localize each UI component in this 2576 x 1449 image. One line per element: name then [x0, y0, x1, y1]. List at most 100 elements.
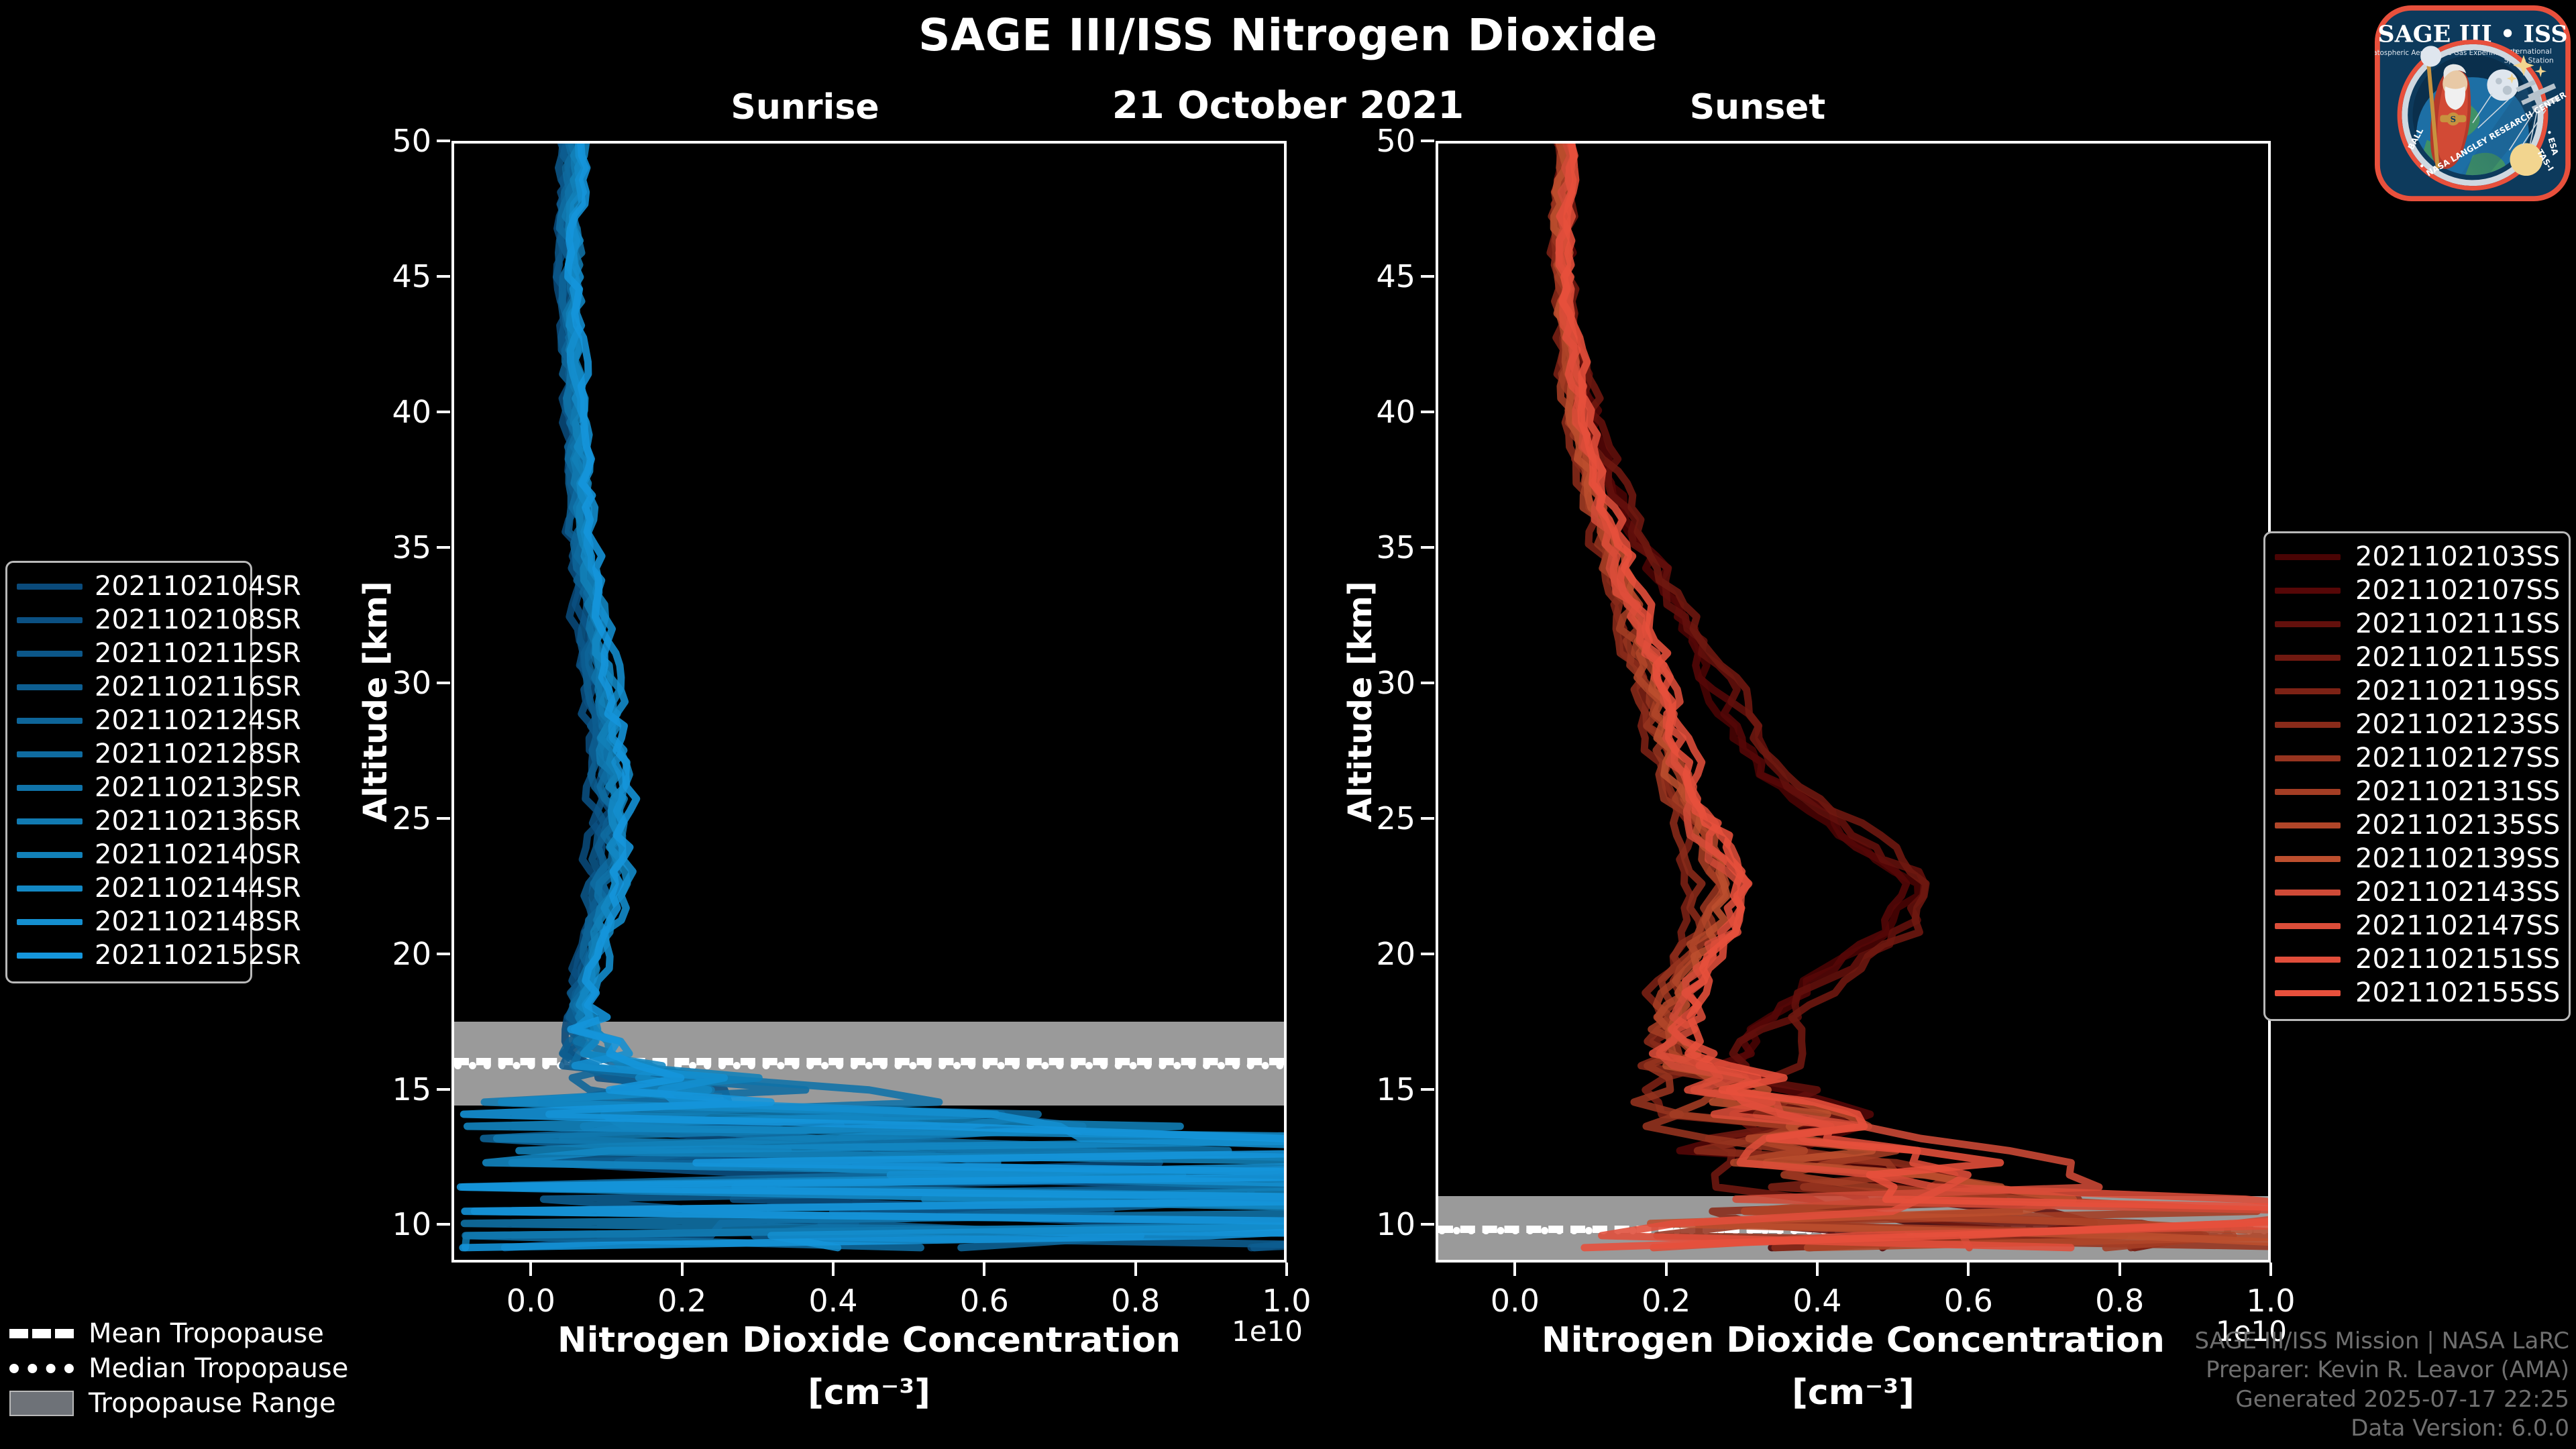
sunrise-ytick-label: 15 [392, 1071, 431, 1108]
median-tropopause-label: Median Tropopause [89, 1353, 349, 1384]
credit-line: SAGE III/ISS Mission | NASA LaRC [2194, 1327, 2569, 1354]
sunset-legend-item[interactable]: 2021102127SS [2275, 741, 2561, 775]
sunset-xtick-mark [1664, 1263, 1668, 1276]
sunset-ytick-label: 45 [1376, 258, 1415, 294]
sunrise-xtick-label: 1.0 [1262, 1283, 1311, 1319]
sunrise-xtick-mark [983, 1263, 986, 1276]
legend-color-swatch [17, 784, 83, 791]
legend-color-swatch [2275, 855, 2341, 862]
sunrise-legend-item[interactable]: 2021102152SR [17, 938, 301, 972]
sunset-legend-item[interactable]: 2021102119SS [2275, 674, 2561, 708]
sunrise-mean-tropopause-line [454, 1058, 1284, 1066]
sunrise-legend-item[interactable]: 2021102104SR [17, 570, 301, 603]
sunrise-legend-item[interactable]: 2021102124SR [17, 704, 301, 737]
credit-line: Generated 2025-07-17 22:25 [2235, 1385, 2569, 1413]
sunset-ytick-mark [1421, 952, 1434, 955]
sunrise-ytick-label: 30 [392, 664, 431, 701]
sunrise-ytick-label: 10 [392, 1206, 431, 1243]
sunset-legend-item[interactable]: 2021102131SS [2275, 775, 2560, 808]
credit-line: Preparer: Kevin R. Leavor (AMA) [2206, 1356, 2569, 1384]
sunrise-xtick-label: 0.0 [506, 1283, 555, 1319]
sunset-ytick-label: 35 [1376, 529, 1415, 566]
sunrise-legend-item[interactable]: 2021102132SR [17, 771, 301, 804]
sunset-xtick-label: 0.4 [1792, 1283, 1842, 1319]
sunrise-panel-header: Sunrise [731, 87, 879, 127]
tropopause-range-label: Tropopause Range [89, 1388, 336, 1419]
sunrise-xtick-mark [1285, 1263, 1288, 1276]
sunset-legend-item[interactable]: 2021102111SS [2275, 607, 2560, 641]
legend-item-label: 2021102148SR [95, 906, 301, 937]
legend-color-swatch [17, 616, 83, 623]
sunset-xtick-label: 0.0 [1490, 1283, 1540, 1319]
legend-color-swatch [17, 717, 83, 724]
sunset-ytick-label: 25 [1376, 800, 1415, 837]
sunrise-ytick-mark [437, 274, 450, 278]
sunrise-ytick-mark [437, 1223, 450, 1226]
legend-color-swatch [2275, 721, 2341, 728]
sunrise-ytick-mark [437, 545, 450, 549]
sunrise-legend-item[interactable]: 2021102136SR [17, 804, 301, 838]
sunrise-ytick-mark [437, 1087, 450, 1091]
sunset-legend: 2021102103SS 2021102107SS 2021102111SS 2021… [2263, 531, 2571, 1021]
sunset-legend-item[interactable]: 2021102143SS [2275, 875, 2560, 909]
sunrise-legend-item[interactable]: 2021102144SR [17, 871, 301, 905]
sunrise-xtick-mark [529, 1263, 533, 1276]
legend-item-label: 2021102119SS [2355, 676, 2561, 706]
sunset-ytick-label: 30 [1376, 664, 1415, 701]
legend-item-label: 2021102128SR [95, 739, 301, 769]
legend-item-label: 2021102147SS [2355, 910, 2561, 941]
sunset-xtick-mark [2118, 1263, 2121, 1276]
sunset-xtick-label: 0.8 [2095, 1283, 2145, 1319]
legend-color-swatch [17, 885, 83, 892]
sunset-ytick-label: 15 [1376, 1071, 1415, 1108]
sunrise-legend-item[interactable]: 2021102148SR [17, 905, 301, 938]
sunset-xtick-label: 1.0 [2246, 1283, 2296, 1319]
legend-item-label: 2021102151SS [2355, 944, 2561, 975]
sunrise-x-axis-label-line1: Nitrogen Dioxide Concentration [557, 1320, 1181, 1360]
legend-color-swatch [2275, 621, 2341, 627]
sunset-profile-traces [1438, 144, 2268, 1260]
sunset-legend-item[interactable]: 2021102147SS [2275, 909, 2561, 943]
sunset-legend-item[interactable]: 2021102107SS [2275, 574, 2561, 607]
sunset-xtick-mark [2269, 1263, 2272, 1276]
sunset-x-axis-label-line2: [cm⁻³] [1792, 1373, 1915, 1413]
legend-color-swatch [17, 583, 83, 590]
credits-block: SAGE III/ISS Mission | NASA LaRC Preparer… [2194, 1327, 2569, 1444]
legend-color-swatch [17, 751, 83, 757]
sunrise-ytick-mark [437, 410, 450, 413]
sunset-y-axis-label: Altitude [km] [1342, 581, 1379, 822]
sunset-ytick-mark [1421, 1087, 1434, 1091]
sunrise-legend-item[interactable]: 2021102108SR [17, 603, 301, 637]
sunrise-legend-item[interactable]: 2021102112SR [17, 637, 301, 670]
legend-color-swatch [2275, 989, 2341, 996]
sunset-ytick-mark [1421, 816, 1434, 820]
legend-item-label: 2021102104SR [95, 571, 301, 602]
sunrise-legend-item[interactable]: 2021102128SR [17, 737, 301, 771]
sunset-legend-item[interactable]: 2021102115SS [2275, 641, 2561, 674]
legend-color-swatch [17, 952, 83, 959]
sunrise-ytick-mark [437, 140, 450, 142]
legend-item-tropopause-range: Tropopause Range [9, 1386, 358, 1421]
sunset-ytick-label: 50 [1376, 123, 1415, 159]
legend-item-label: 2021102107SS [2355, 575, 2561, 606]
legend-item-label: 2021102127SS [2355, 743, 2561, 773]
sunset-legend-item[interactable]: 2021102135SS [2275, 808, 2560, 842]
sunrise-xtick-label: 0.8 [1111, 1283, 1161, 1319]
sunset-legend-item[interactable]: 2021102123SS [2275, 708, 2560, 741]
legend-item-label: 2021102115SS [2355, 642, 2561, 673]
sunset-legend-item[interactable]: 2021102103SS [2275, 540, 2560, 574]
sunset-legend-item[interactable]: 2021102139SS [2275, 842, 2560, 875]
dashed-line-icon [9, 1329, 74, 1338]
sunrise-ytick-label: 50 [392, 123, 431, 159]
profile-trace [512, 144, 1284, 1248]
sunset-legend-item[interactable]: 2021102151SS [2275, 943, 2561, 976]
legend-color-swatch [17, 650, 83, 657]
sunset-ytick-label: 40 [1376, 393, 1415, 430]
sunrise-ytick-mark [437, 816, 450, 820]
sunrise-ytick-label: 25 [392, 800, 431, 837]
sunrise-xtick-mark [1134, 1263, 1137, 1276]
sunset-ytick-mark [1421, 140, 1434, 142]
sunrise-legend-item[interactable]: 2021102116SR [17, 670, 301, 704]
sunrise-legend-item[interactable]: 2021102140SR [17, 838, 301, 871]
sunset-legend-item[interactable]: 2021102155SS [2275, 976, 2560, 1010]
